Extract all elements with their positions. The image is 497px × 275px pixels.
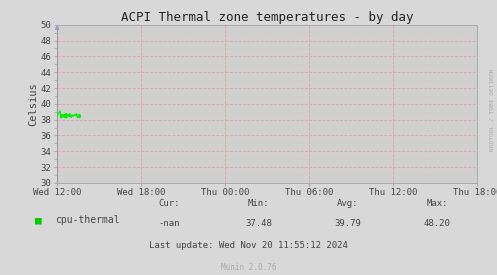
Text: ■: ■ — [35, 215, 42, 225]
Text: 37.48: 37.48 — [245, 219, 272, 227]
Text: -nan: -nan — [158, 219, 180, 227]
Text: Last update: Wed Nov 20 11:55:12 2024: Last update: Wed Nov 20 11:55:12 2024 — [149, 241, 348, 249]
Text: cpu-thermal: cpu-thermal — [55, 215, 119, 225]
Text: 39.79: 39.79 — [334, 219, 361, 227]
Title: ACPI Thermal zone temperatures - by day: ACPI Thermal zone temperatures - by day — [121, 10, 414, 24]
Text: Max:: Max: — [426, 199, 448, 208]
Text: Avg:: Avg: — [337, 199, 359, 208]
Text: RRDTOOL / TOBI OETIKER: RRDTOOL / TOBI OETIKER — [490, 69, 495, 151]
Text: Min:: Min: — [248, 199, 269, 208]
Text: Munin 2.0.76: Munin 2.0.76 — [221, 263, 276, 271]
Y-axis label: Celsius: Celsius — [28, 82, 38, 126]
Text: 48.20: 48.20 — [424, 219, 451, 227]
Text: Cur:: Cur: — [158, 199, 180, 208]
